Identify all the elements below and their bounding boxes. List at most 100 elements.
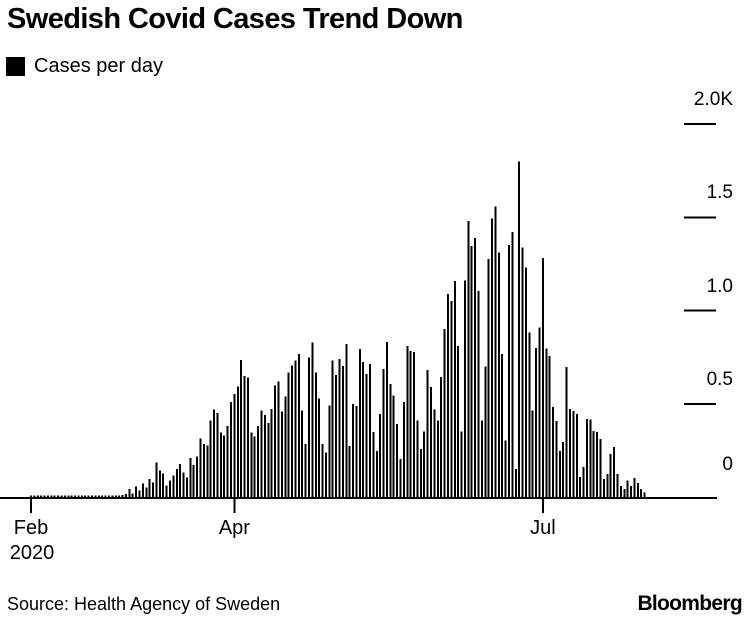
bar (291, 365, 294, 497)
bar (596, 432, 599, 497)
bar (355, 405, 358, 497)
bar (60, 495, 63, 497)
bar (74, 495, 77, 497)
bar (535, 347, 538, 497)
bar (494, 206, 497, 497)
bar (402, 402, 405, 497)
bar (321, 444, 324, 497)
x-axis-label: Feb (13, 517, 49, 539)
bar (243, 375, 246, 497)
bar (613, 447, 616, 497)
y-axis-label: 1.0 (706, 275, 733, 297)
bar (314, 372, 317, 497)
bar (636, 483, 639, 497)
y-axis-label: 2.0K (693, 89, 733, 110)
bar (223, 435, 226, 497)
bar (413, 352, 416, 497)
y-axis-label: 0.5 (706, 368, 733, 390)
bar (616, 474, 619, 497)
bar (168, 480, 171, 497)
bar (457, 345, 460, 497)
bar (460, 431, 463, 498)
bar (521, 247, 524, 497)
bar (352, 404, 355, 497)
bar (40, 495, 43, 497)
x-axis-label: Jul (530, 517, 556, 539)
bar (548, 356, 551, 497)
bar (128, 488, 131, 497)
bar (335, 375, 338, 497)
bar (202, 444, 205, 497)
bar (501, 353, 504, 497)
bar (104, 495, 107, 497)
bar (426, 370, 429, 497)
bar (328, 405, 331, 498)
bar (619, 486, 622, 497)
bar (463, 280, 466, 497)
bar (552, 407, 555, 497)
bar (341, 366, 344, 497)
bar (409, 350, 412, 497)
bar (375, 450, 378, 497)
bar (348, 446, 351, 497)
legend-swatch-icon (6, 57, 25, 76)
bar (541, 257, 544, 497)
bar (209, 420, 212, 497)
bar (477, 291, 480, 497)
bar (474, 238, 477, 497)
bar (294, 360, 297, 497)
bar (633, 477, 636, 497)
bar (185, 477, 188, 497)
bar (416, 420, 419, 497)
bloomberg-logo: Bloomberg (637, 592, 742, 615)
bar (277, 381, 280, 497)
bar (80, 495, 83, 497)
bar (250, 432, 253, 497)
bar (233, 394, 236, 497)
bar (389, 383, 392, 497)
bar (382, 369, 385, 497)
bar (443, 328, 446, 497)
bar (531, 410, 534, 497)
bar (304, 444, 307, 497)
bar (630, 485, 633, 497)
bar (87, 495, 90, 497)
bar (284, 396, 287, 497)
bar (192, 464, 195, 497)
bar (257, 425, 260, 497)
bar (43, 495, 46, 497)
bar (206, 445, 209, 497)
bar (358, 349, 361, 497)
y-axis-label: 0 (722, 454, 733, 475)
bar (175, 469, 178, 497)
bar (585, 419, 588, 497)
bar (270, 408, 273, 497)
bar (121, 495, 124, 497)
chart-title: Swedish Covid Cases Trend Down (7, 3, 463, 35)
bar (131, 493, 134, 497)
bar (345, 344, 348, 497)
bar (538, 327, 541, 497)
bar (446, 294, 449, 497)
bar (592, 430, 595, 497)
bar (307, 357, 310, 497)
bar (545, 348, 548, 497)
bar (84, 495, 87, 497)
bar (158, 470, 161, 497)
bar (504, 440, 507, 497)
bar (226, 426, 229, 497)
bar (274, 385, 277, 497)
bar (487, 259, 490, 497)
bar (155, 462, 158, 497)
bar (30, 495, 32, 497)
bar (575, 414, 578, 497)
bar (138, 490, 141, 497)
bar (246, 377, 249, 497)
bar (182, 472, 185, 497)
bar (480, 420, 483, 497)
bar (392, 395, 395, 497)
bar (199, 438, 202, 497)
bar (440, 377, 443, 497)
bar (280, 411, 283, 497)
